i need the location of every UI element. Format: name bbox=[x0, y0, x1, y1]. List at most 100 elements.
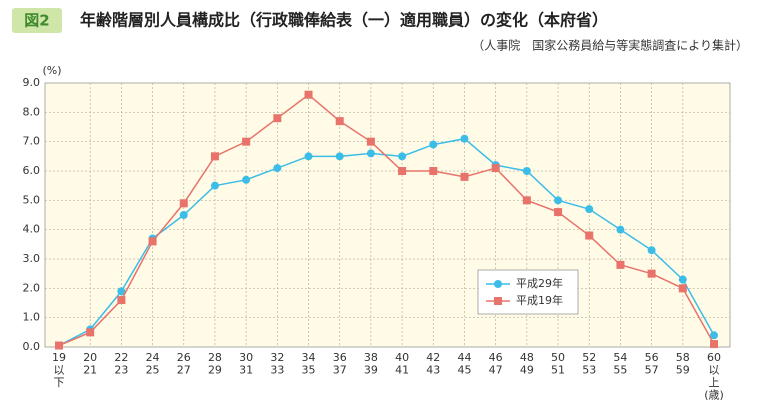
x-tick-label: 39 bbox=[364, 364, 378, 377]
marker bbox=[616, 225, 625, 234]
marker bbox=[460, 134, 469, 143]
x-tick-label: 30 bbox=[239, 351, 253, 364]
marker bbox=[678, 284, 687, 293]
x-tick-label: 60 bbox=[707, 351, 721, 364]
x-tick-label: 26 bbox=[177, 351, 191, 364]
marker bbox=[304, 152, 313, 161]
x-tick-label: 以 bbox=[54, 364, 65, 377]
x-tick-label: 上 bbox=[709, 376, 720, 389]
marker bbox=[117, 296, 126, 305]
y-tick-label: 9.0 bbox=[23, 76, 41, 89]
y-tick-label: 4.0 bbox=[23, 223, 41, 236]
x-tick-label: 58 bbox=[676, 351, 690, 364]
x-tick-label: 下 bbox=[54, 376, 65, 389]
marker bbox=[647, 269, 656, 278]
x-tick-label: 47 bbox=[489, 364, 503, 377]
marker bbox=[585, 205, 594, 214]
x-tick-label: 41 bbox=[395, 364, 409, 377]
x-tick-label: 38 bbox=[364, 351, 378, 364]
marker bbox=[585, 231, 594, 240]
marker bbox=[491, 164, 500, 173]
marker bbox=[273, 114, 282, 123]
marker bbox=[179, 211, 188, 219]
series-line bbox=[58, 137, 715, 347]
marker bbox=[210, 181, 219, 190]
marker bbox=[242, 137, 251, 146]
x-tick-label: 53 bbox=[582, 364, 596, 377]
marker bbox=[179, 199, 188, 208]
x-tick-label: (歳) bbox=[704, 389, 724, 402]
x-tick-label: 25 bbox=[146, 364, 160, 377]
marker bbox=[304, 90, 313, 99]
subtitle: （人事院 国家公務員給与等実態調査により集計） bbox=[472, 38, 748, 53]
marker bbox=[678, 275, 687, 284]
marker bbox=[55, 341, 63, 350]
legend-label: 平成19年 bbox=[516, 293, 563, 307]
x-tick-label: 36 bbox=[333, 351, 347, 364]
x-tick-label: 以 bbox=[709, 364, 720, 377]
marker bbox=[335, 117, 344, 126]
y-tick-label: 0.0 bbox=[23, 340, 41, 353]
marker bbox=[494, 297, 502, 305]
x-tick-label: 34 bbox=[302, 351, 316, 364]
marker bbox=[398, 152, 407, 161]
x-tick-label: 54 bbox=[613, 351, 627, 364]
x-tick-label: 52 bbox=[582, 351, 596, 364]
marker bbox=[273, 164, 282, 173]
marker bbox=[494, 280, 502, 288]
x-tick-label: 46 bbox=[489, 351, 503, 364]
x-tick-label: 27 bbox=[177, 364, 191, 377]
legend-label: 平成29年 bbox=[516, 276, 563, 290]
chart-title: 年齢階層別人員構成比（行政職俸給表（一）適用職員）の変化（本府省） bbox=[80, 11, 608, 30]
x-tick-label: 59 bbox=[676, 364, 690, 377]
marker bbox=[616, 260, 625, 269]
x-tick-label: 24 bbox=[146, 351, 160, 364]
y-tick-label: 2.0 bbox=[23, 281, 41, 294]
marker bbox=[366, 149, 375, 158]
x-tick-label: 43 bbox=[426, 364, 440, 377]
legend-box bbox=[477, 269, 579, 315]
x-tick-label: 50 bbox=[551, 351, 565, 364]
marker bbox=[398, 167, 407, 175]
x-tick-label: 51 bbox=[551, 364, 565, 377]
marker bbox=[554, 208, 563, 217]
x-tick-label: 29 bbox=[208, 364, 222, 377]
y-tick-label: 6.0 bbox=[23, 164, 41, 177]
marker bbox=[86, 328, 95, 337]
x-tick-label: 23 bbox=[114, 364, 128, 377]
marker bbox=[335, 152, 344, 161]
marker bbox=[647, 246, 656, 255]
series-line bbox=[58, 93, 715, 347]
x-tick-label: 22 bbox=[114, 351, 128, 364]
marker bbox=[460, 172, 469, 181]
plot-area bbox=[44, 82, 731, 348]
marker bbox=[429, 167, 438, 175]
y-tick-label: 7.0 bbox=[23, 135, 41, 148]
y-tick-label: 5.0 bbox=[23, 193, 41, 206]
x-tick-label: 33 bbox=[270, 364, 284, 377]
marker bbox=[710, 340, 718, 349]
y-tick-label: 3.0 bbox=[23, 252, 41, 265]
x-tick-label: 57 bbox=[645, 364, 659, 377]
x-tick-label: 19 bbox=[52, 351, 66, 364]
marker bbox=[366, 137, 375, 146]
marker bbox=[117, 287, 126, 296]
marker bbox=[429, 140, 438, 149]
x-tick-label: 45 bbox=[457, 364, 471, 377]
marker bbox=[148, 237, 157, 246]
x-tick-label: 40 bbox=[395, 351, 409, 364]
x-tick-label: 55 bbox=[613, 364, 627, 377]
x-tick-label: 44 bbox=[457, 351, 471, 364]
x-tick-label: 21 bbox=[83, 364, 97, 377]
x-tick-label: 20 bbox=[83, 351, 97, 364]
x-tick-label: 31 bbox=[239, 364, 253, 377]
x-tick-label: 32 bbox=[270, 351, 284, 364]
marker bbox=[522, 196, 531, 205]
x-tick-label: 35 bbox=[302, 364, 316, 377]
x-tick-label: 48 bbox=[520, 351, 534, 364]
y-unit: (%) bbox=[42, 64, 61, 77]
x-tick-label: 37 bbox=[333, 364, 347, 377]
y-tick-label: 1.0 bbox=[23, 311, 41, 324]
x-tick-label: 49 bbox=[520, 364, 534, 377]
